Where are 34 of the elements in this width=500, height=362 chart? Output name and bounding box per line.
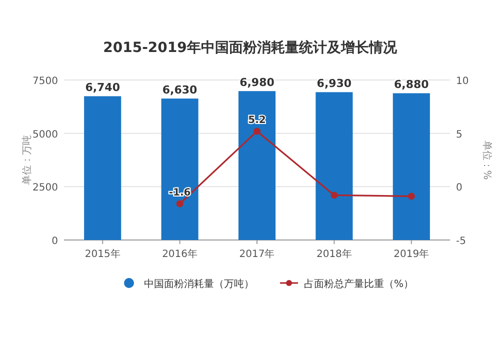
y-tick-label: 2500	[32, 182, 58, 194]
point	[408, 192, 415, 200]
data-label: 6,930	[316, 77, 352, 90]
y2-tick-label: 5	[456, 129, 462, 140]
point	[254, 128, 260, 135]
y2-tick-label: -5	[456, 236, 466, 247]
point	[176, 200, 184, 208]
y2-tick-label: 0	[456, 182, 462, 194]
legend-label: 占面粉总产量比重（%）	[304, 278, 414, 290]
data-label: 6,880	[394, 78, 430, 92]
point	[330, 192, 338, 199]
bar	[161, 98, 198, 240]
y2-axis-title: 单位：%	[481, 140, 493, 180]
data-label: 6,740	[85, 81, 120, 94]
data-label: 6,980	[240, 76, 275, 90]
x-tick-label: 2016年	[162, 248, 198, 260]
x-tick-label: 2015年	[84, 248, 120, 260]
x-tick-label: 2019年	[394, 248, 430, 260]
legend-label: 中国面粉消耗量（万吨）	[144, 278, 254, 290]
x-tick-label: 2017年	[239, 248, 275, 260]
y2-tick-label: 10	[456, 76, 469, 87]
y-tick-label: 7500	[32, 76, 58, 87]
bar	[316, 92, 353, 240]
x-tick-label: 2018年	[316, 248, 352, 260]
data-label: -1.6	[168, 188, 191, 199]
data-label: 6,630	[162, 84, 198, 97]
y-tick-label: 0	[52, 236, 58, 247]
bar	[392, 93, 430, 240]
bar	[238, 91, 276, 240]
data-label: 5.2	[248, 115, 266, 126]
chart-title: 2015-2019年中国面粉消耗量统计及增长情况	[103, 39, 398, 56]
bar	[84, 96, 122, 240]
y-tick-label: 5000	[32, 129, 58, 140]
y-axis-title: 单位：万吨	[21, 135, 33, 185]
